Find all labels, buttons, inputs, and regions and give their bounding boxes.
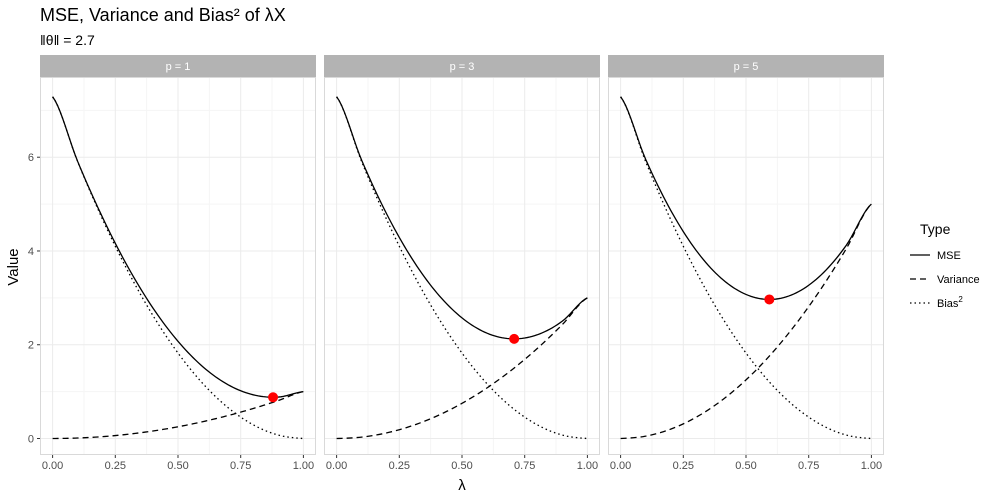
chart-subtitle: ‖θ‖ = 2.7 [40,32,95,48]
series-line-bias2 [336,96,588,440]
panel-border [608,77,884,455]
series-line-bias2 [620,96,872,440]
series-line-variance [52,390,304,440]
series-line-bias2 [52,96,304,440]
x-tick-label: 0.50 [167,460,188,472]
x-tick-label: 0.75 [514,460,535,472]
legend-item-dashed: Variance [910,274,980,286]
series-line-mse [336,96,588,340]
legend-title: Type [920,221,951,237]
legend-item-dotted: Bias2 [910,295,963,310]
panel-border [40,77,316,455]
legend: Type MSE Variance Bias2 [910,221,980,310]
x-tick-label: 0.75 [230,460,251,472]
y-tick-label: 0 [28,434,34,446]
x-tick-label: 0.00 [42,460,63,472]
y-axis-label: Value [5,248,22,285]
facet-panels: p = 1 0.00 0.25 0.50 0.75 1.00 0 2 4 6 p = 3 0.00 0.… [28,55,884,472]
legend-label: MSE [937,250,961,262]
y-tick-label: 2 [28,340,34,352]
x-tick-label: 0.25 [105,460,126,472]
facet-strip-label: p = 5 [734,61,759,73]
facet-panel-2: p = 3 0.00 0.25 0.50 0.75 1.00 [324,55,600,472]
legend-item-solid: MSE [910,250,961,262]
series-line-variance [620,203,872,440]
chart-title: MSE, Variance and Bias² of λX [40,5,286,25]
y-tick-label: 6 [28,152,34,164]
series-line-mse [620,96,872,301]
x-tick-label: 1.00 [293,460,314,472]
x-tick-label: 1.00 [861,460,882,472]
x-tick-label: 0.00 [326,460,347,472]
facet-strip-bg [608,55,884,77]
x-tick-label: 0.25 [673,460,694,472]
gridlines [324,77,600,455]
mse-minimum-point [509,333,520,344]
x-tick-label: 0.50 [735,460,756,472]
x-axis-label: λ [458,477,466,494]
facet-strip-bg [40,55,316,77]
x-tick-label: 1.00 [577,460,598,472]
facet-panel-3: p = 5 0.00 0.25 0.50 0.75 1.00 [608,55,884,472]
gridlines [40,77,316,455]
y-tick-label: 4 [28,246,34,258]
x-tick-label: 0.50 [451,460,472,472]
mse-minimum-point [268,392,279,403]
facet-strip-label: p = 1 [166,61,191,73]
x-tick-label: 0.25 [389,460,410,472]
facet-panel-1: p = 1 0.00 0.25 0.50 0.75 1.00 0 2 4 6 [28,55,316,472]
gridlines [608,77,884,455]
facet-strip-label: p = 3 [450,61,475,73]
x-tick-label: 0.75 [798,460,819,472]
series-line-variance [336,297,588,440]
legend-label-superscript: 2 [958,295,963,304]
mse-minimum-point [764,294,775,305]
legend-label: Variance [937,274,980,286]
legend-label: Bias2 [937,295,963,310]
series-line-mse [52,96,304,398]
panel-border [324,77,600,455]
facet-strip-bg [324,55,600,77]
x-tick-label: 0.00 [610,460,631,472]
